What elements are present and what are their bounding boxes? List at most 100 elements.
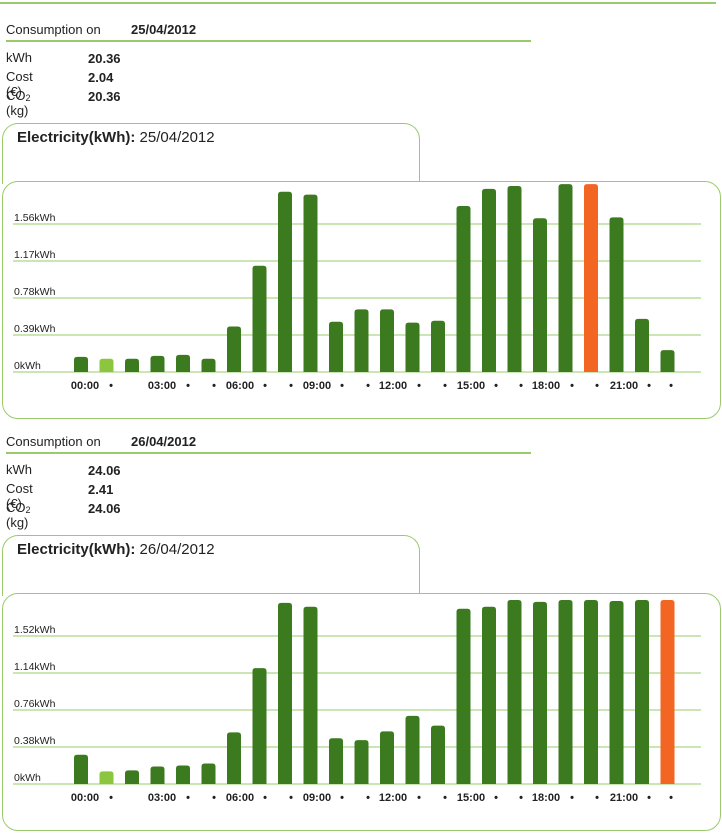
bar [74,356,88,372]
bar [507,186,522,372]
x-tick-label: 09:00 [303,380,331,392]
bar [176,765,190,784]
x-tick-dot: • [669,792,673,804]
metric-label: Cost (€) [6,481,33,511]
top-divider [0,0,716,4]
x-tick-dot: • [595,792,599,804]
x-tick-label: 00:00 [71,792,99,804]
chart-title-date: 25/04/2012 [139,129,215,146]
bar-chart: 0kWh 0.39kWh 0.78kWh 1.17kWh 1.56kWh 00:00 • 03… [13,184,701,392]
bar [99,771,114,784]
bar [176,354,190,372]
y-tick-label: 0.78kWh [14,286,56,298]
bar [150,355,165,372]
y-tick-label: 0kWh [14,360,41,372]
consumption-header: Consumption on 25/04/2012 [6,16,531,42]
x-tick-dot: • [494,380,498,392]
bar [507,599,522,784]
bar [431,320,445,372]
x-tick-dot: • [443,380,447,392]
x-tick-dot: • [109,792,113,804]
bar [635,599,649,784]
x-tick-dot: • [595,380,599,392]
chart-title: Electricity(kWh): 25/04/2012 [17,129,215,146]
bar [558,599,573,784]
bar [456,205,471,372]
x-tick-dot: • [669,380,673,392]
bar [405,322,420,372]
x-tick-label: 03:00 [148,380,176,392]
metric-label: kWh [6,462,32,477]
x-tick-dot: • [647,792,651,804]
bar [227,326,241,372]
bar [278,191,292,372]
bar [150,766,165,784]
x-tick-dot: • [289,380,293,392]
bar [405,715,420,784]
y-tick-label: 1.14kWh [14,661,56,673]
metric-label: kWh [6,50,32,65]
x-tick-dot: • [263,792,267,804]
y-tick-label: 0kWh [14,772,41,784]
bar [354,309,369,372]
bar [201,763,216,784]
bar [252,668,267,784]
chart-title: Electricity(kWh): 26/04/2012 [17,541,215,558]
chart-title-tab: Electricity(kWh): 25/04/2012 [2,123,420,184]
bar [584,184,598,372]
bar-chart: 0kWh 0.38kWh 0.76kWh 1.14kWh 1.52kWh 00:00 • 03… [13,599,701,804]
metric-value: 2.41 [88,482,114,497]
bar [380,309,394,372]
bar [329,321,343,372]
bar [227,732,241,784]
x-tick-dot: • [263,380,267,392]
bar [303,194,318,372]
bar [201,358,216,372]
x-tick-label: 15:00 [457,380,485,392]
y-tick-label: 0.39kWh [14,323,56,335]
metric-value: 2.04 [88,70,114,85]
bar [584,599,598,784]
x-tick-label: 09:00 [303,792,331,804]
y-tick-label: 0.76kWh [14,698,56,710]
x-tick-dot: • [366,792,370,804]
x-tick-dot: • [519,792,523,804]
x-tick-dot: • [570,380,574,392]
y-tick-label: 1.56kWh [14,212,56,224]
bar [660,599,675,784]
x-tick-dot: • [109,380,113,392]
x-tick-label: 06:00 [226,792,254,804]
bar [303,606,318,784]
metric-label: Cost (€) [6,69,33,99]
bar [635,318,649,372]
metric-label: CO2 (kg) [6,500,31,530]
bar [558,184,573,372]
x-tick-label: 18:00 [532,380,560,392]
bar [660,350,675,372]
x-tick-label: 03:00 [148,792,176,804]
x-tick-dot: • [417,792,421,804]
metric-value: 20.36 [88,51,121,66]
x-tick-dot: • [570,792,574,804]
bar [431,725,445,784]
bar [456,608,471,784]
consumption-date: 25/04/2012 [131,22,197,37]
x-tick-dot: • [417,380,421,392]
metric-value: 24.06 [88,463,121,478]
x-tick-dot: • [186,380,190,392]
metric-value: 24.06 [88,501,121,516]
y-tick-label: 0.38kWh [14,735,56,747]
consumption-label: Consumption on [6,434,101,449]
bar [278,602,292,784]
x-tick-label: 21:00 [610,792,638,804]
x-tick-label: 15:00 [457,792,485,804]
x-tick-label: 12:00 [379,792,407,804]
x-tick-dot: • [212,380,216,392]
bar [380,731,394,784]
x-tick-label: 21:00 [610,380,638,392]
chart-panel: 0kWh 0.38kWh 0.76kWh 1.14kWh 1.52kWh 00:00 • 03… [2,593,721,831]
consumption-header: Consumption on 26/04/2012 [6,428,531,454]
x-tick-dot: • [647,380,651,392]
chart-title-tab: Electricity(kWh): 26/04/2012 [2,535,420,596]
consumption-label: Consumption on [6,22,101,37]
